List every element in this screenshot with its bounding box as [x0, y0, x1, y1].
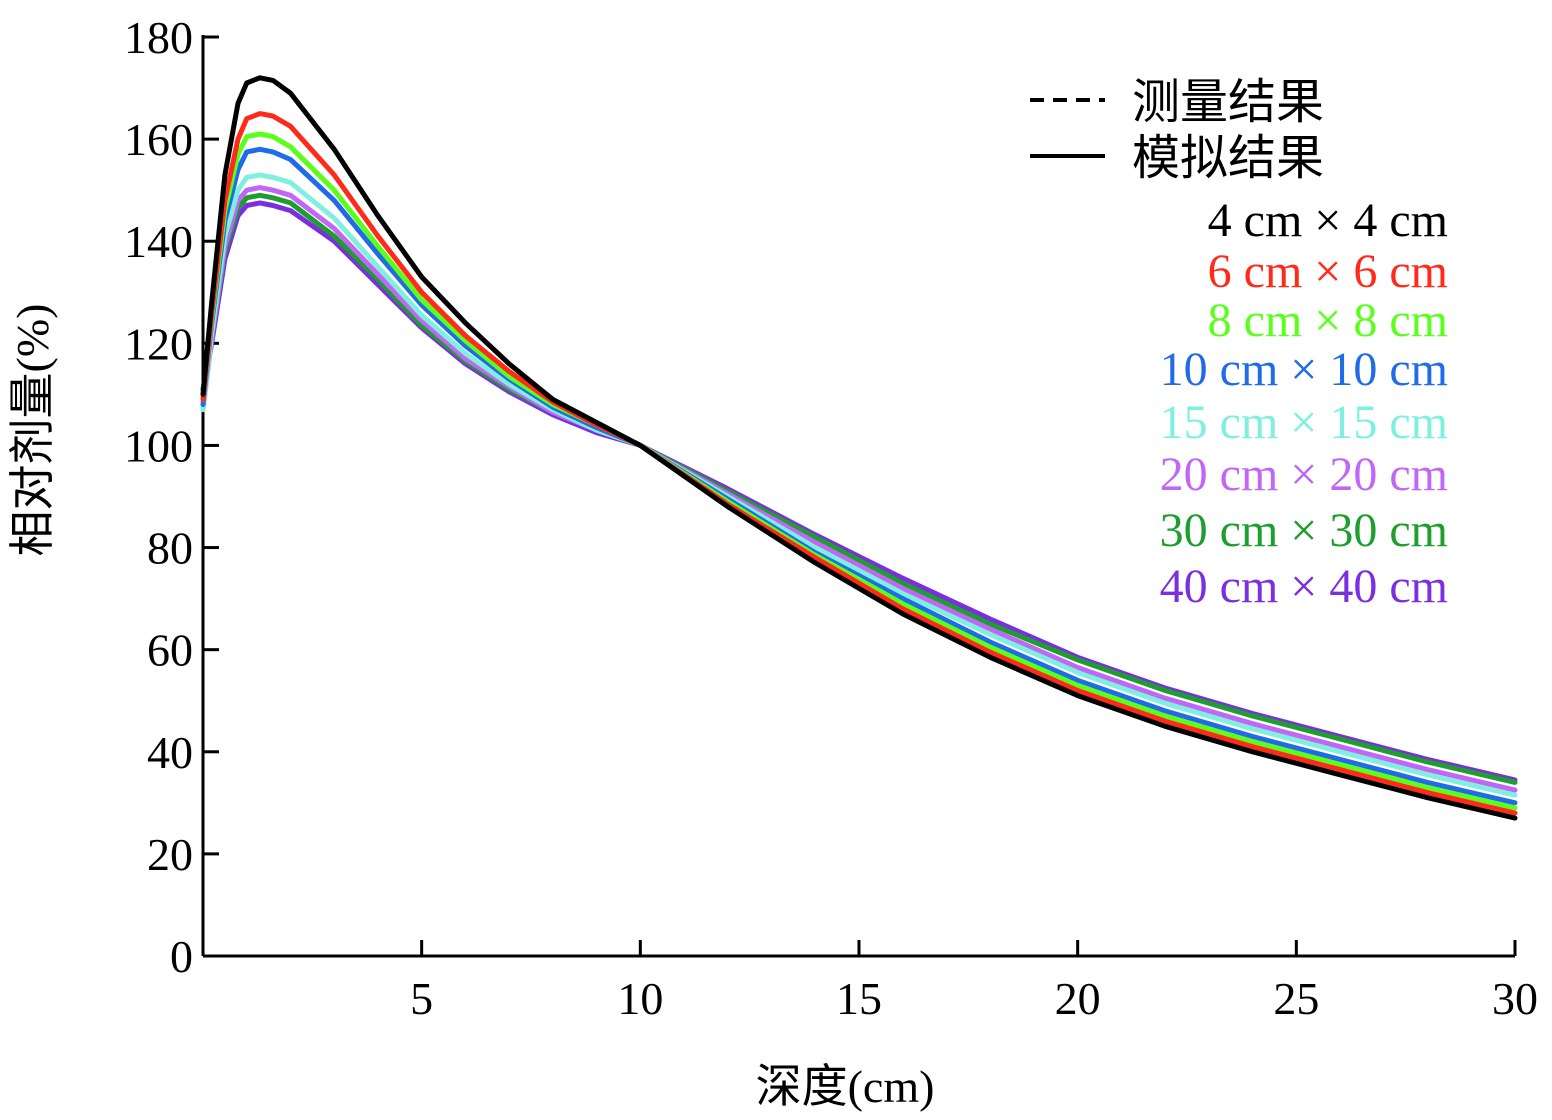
legend-entry: 20 cm × 20 cm	[1160, 448, 1448, 501]
series-line-measured	[201, 76, 1516, 820]
y-tick-label: 180	[124, 12, 193, 63]
x-tick-label: 25	[1273, 973, 1319, 1024]
legend-entry: 15 cm × 15 cm	[1160, 396, 1448, 449]
series-line-measured	[201, 186, 1516, 792]
y-tick-label: 40	[147, 727, 193, 778]
y-tick-label: 160	[124, 114, 193, 165]
axes	[201, 35, 1517, 958]
series-line-measured	[201, 193, 1516, 784]
series-line-measured	[201, 112, 1516, 815]
legend-entry: 4 cm × 4 cm	[1208, 194, 1448, 247]
y-tick-label: 140	[124, 216, 193, 267]
x-tick-label: 5	[410, 973, 433, 1024]
y-tick-label: 0	[170, 931, 193, 982]
legend-style-label: 模拟结果	[1132, 132, 1324, 185]
series-line-measured	[201, 132, 1516, 810]
tick-labels: 0 20 40 60 80 100 120 140 160 180 5 10 15 20 25 30	[124, 12, 1538, 1024]
legend-style-label: 测量结果	[1132, 76, 1324, 129]
x-tick-label: 10	[617, 973, 663, 1024]
y-axis-label: 相对剂量(%)	[7, 304, 58, 557]
y-tick-label: 80	[147, 523, 193, 574]
y-tick-label: 60	[147, 625, 193, 676]
x-tick-label: 15	[836, 973, 882, 1024]
x-axis-label: 深度(cm)	[756, 1061, 935, 1112]
series-line-measured	[201, 173, 1516, 797]
curves	[200, 75, 1518, 821]
legend-entry: 8 cm × 8 cm	[1208, 294, 1448, 347]
legend-entry: 6 cm × 6 cm	[1208, 245, 1448, 298]
y-tick-label: 20	[147, 829, 193, 880]
y-tick-label: 100	[124, 420, 193, 471]
legend-entry: 10 cm × 10 cm	[1160, 343, 1448, 396]
x-tick-label: 30	[1492, 973, 1538, 1024]
x-tick-label: 20	[1055, 973, 1101, 1024]
legend-entry: 30 cm × 30 cm	[1160, 504, 1448, 557]
y-tick-label: 120	[124, 318, 193, 369]
legend-entry: 40 cm × 40 cm	[1160, 560, 1448, 613]
